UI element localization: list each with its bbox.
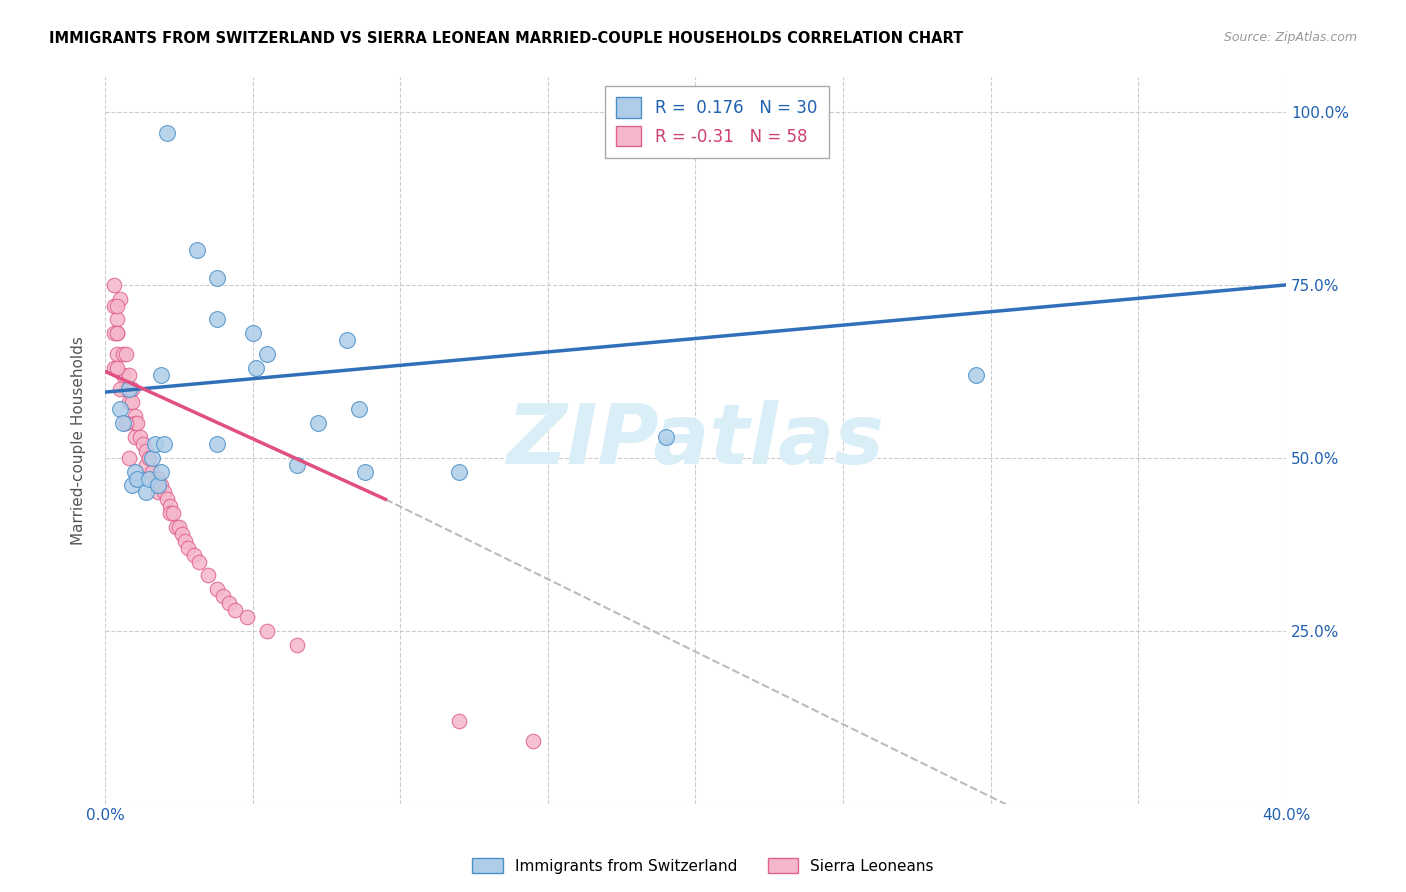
Point bbox=[108, 402, 131, 417]
Point bbox=[224, 603, 246, 617]
Point bbox=[114, 347, 136, 361]
Point bbox=[103, 299, 125, 313]
Point bbox=[117, 382, 139, 396]
Point bbox=[150, 368, 173, 382]
Point bbox=[111, 347, 134, 361]
Point bbox=[114, 382, 136, 396]
Point bbox=[170, 527, 193, 541]
Point bbox=[143, 472, 166, 486]
Point bbox=[146, 478, 169, 492]
Point bbox=[188, 555, 211, 569]
Point bbox=[141, 465, 163, 479]
Point bbox=[165, 520, 187, 534]
Point bbox=[121, 478, 143, 492]
Point bbox=[153, 485, 176, 500]
Point bbox=[173, 533, 195, 548]
Point bbox=[105, 347, 128, 361]
Point bbox=[150, 465, 173, 479]
Point bbox=[105, 326, 128, 341]
Point bbox=[124, 409, 146, 424]
Text: Source: ZipAtlas.com: Source: ZipAtlas.com bbox=[1223, 31, 1357, 45]
Point bbox=[285, 638, 308, 652]
Point bbox=[138, 450, 160, 465]
Point bbox=[965, 368, 987, 382]
Point bbox=[159, 506, 181, 520]
Point bbox=[117, 368, 139, 382]
Point bbox=[336, 333, 359, 347]
Point bbox=[186, 244, 208, 258]
Point bbox=[285, 458, 308, 472]
Point bbox=[167, 520, 190, 534]
Point bbox=[108, 292, 131, 306]
Point bbox=[111, 368, 134, 382]
Point bbox=[146, 485, 169, 500]
Point bbox=[218, 596, 240, 610]
Point bbox=[108, 382, 131, 396]
Point bbox=[143, 437, 166, 451]
Point bbox=[449, 714, 471, 728]
Point bbox=[103, 326, 125, 341]
Point bbox=[132, 437, 155, 451]
Point bbox=[124, 430, 146, 444]
Point bbox=[256, 347, 278, 361]
Point bbox=[522, 734, 544, 748]
Point bbox=[197, 568, 219, 582]
Point bbox=[150, 478, 173, 492]
Point bbox=[135, 485, 157, 500]
Point bbox=[105, 299, 128, 313]
Point bbox=[347, 402, 370, 417]
Point bbox=[114, 416, 136, 430]
Point bbox=[127, 416, 149, 430]
Legend: R =  0.176   N = 30, R = -0.31   N = 58: R = 0.176 N = 30, R = -0.31 N = 58 bbox=[605, 86, 830, 158]
Point bbox=[111, 416, 134, 430]
Point bbox=[235, 610, 257, 624]
Point bbox=[156, 492, 179, 507]
Point bbox=[105, 360, 128, 375]
Point bbox=[135, 458, 157, 472]
Point bbox=[205, 271, 228, 285]
Y-axis label: Married-couple Households: Married-couple Households bbox=[72, 336, 86, 545]
Point bbox=[205, 437, 228, 451]
Point bbox=[242, 326, 264, 341]
Point bbox=[159, 500, 181, 514]
Point bbox=[124, 465, 146, 479]
Point bbox=[176, 541, 198, 555]
Point bbox=[121, 382, 143, 396]
Point bbox=[135, 443, 157, 458]
Point bbox=[103, 277, 125, 292]
Point bbox=[245, 360, 267, 375]
Point bbox=[146, 472, 169, 486]
Point bbox=[121, 395, 143, 409]
Point bbox=[353, 465, 375, 479]
Point bbox=[117, 395, 139, 409]
Point bbox=[105, 326, 128, 341]
Text: IMMIGRANTS FROM SWITZERLAND VS SIERRA LEONEAN MARRIED-COUPLE HOUSEHOLDS CORRELAT: IMMIGRANTS FROM SWITZERLAND VS SIERRA LE… bbox=[49, 31, 963, 46]
Point bbox=[103, 360, 125, 375]
Legend: Immigrants from Switzerland, Sierra Leoneans: Immigrants from Switzerland, Sierra Leon… bbox=[465, 852, 941, 880]
Point bbox=[205, 312, 228, 326]
Point bbox=[153, 437, 176, 451]
Point bbox=[183, 548, 205, 562]
Point bbox=[307, 416, 329, 430]
Point bbox=[205, 582, 228, 597]
Point bbox=[162, 506, 184, 520]
Point bbox=[127, 472, 149, 486]
Point bbox=[449, 465, 471, 479]
Point bbox=[105, 312, 128, 326]
Point bbox=[117, 450, 139, 465]
Text: ZIPatlas: ZIPatlas bbox=[506, 400, 884, 481]
Point bbox=[129, 430, 152, 444]
Point bbox=[124, 416, 146, 430]
Point bbox=[156, 126, 179, 140]
Point bbox=[655, 430, 678, 444]
Point bbox=[212, 589, 235, 603]
Point bbox=[256, 624, 278, 638]
Point bbox=[141, 450, 163, 465]
Point bbox=[138, 472, 160, 486]
